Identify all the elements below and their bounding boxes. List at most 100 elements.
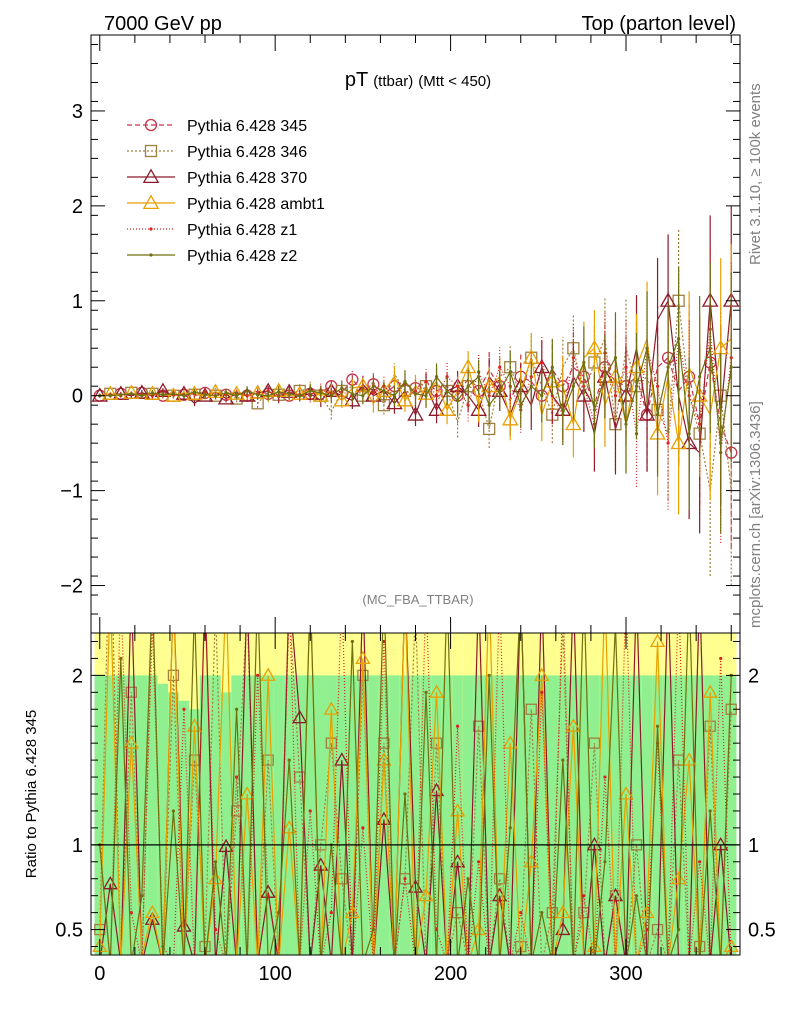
ratio-data-point [713,837,729,851]
band-inner [304,675,316,955]
band-inner [273,675,284,955]
data-point [140,394,144,398]
legend-item: Pythia 6.428 346 [127,144,307,161]
legend-item: Pythia 6.428 z1 [127,222,297,239]
ratio-data-point [603,860,607,864]
ratio-data-point [323,701,339,715]
data-point [477,375,481,379]
title-sub: (ttbar) [373,73,413,90]
ratio-data-point [708,809,712,813]
ratio-data-layer [92,633,739,955]
data-point [129,392,133,396]
ratio-data-point [371,927,376,932]
ratio-data-point [266,894,270,898]
ratio-y-tick-label-right: 2 [748,665,759,687]
band-inner [357,675,369,955]
ratio-data-point [698,860,702,864]
data-point [624,422,628,426]
legend-label: Pythia 6.428 z1 [187,222,297,239]
ratio-data-point [287,758,291,762]
band-inner [673,675,684,955]
band-inner [473,675,484,955]
ratio-data-point [670,870,687,885]
ratio-y-tick-label-right: 1 [748,835,759,857]
legend-item: Pythia 6.428 z2 [127,248,297,265]
band-inner [641,675,653,955]
ratio-data-point [702,684,718,698]
ratio-data-point [239,786,255,800]
data-point [455,398,460,403]
ratio-data-point [213,927,218,932]
ratio-data-point [292,709,308,724]
data-point [277,390,281,394]
x-tick-label: 0 [94,963,105,985]
data-point [466,384,470,388]
ratio-data-point [477,860,481,864]
ratio-data-point [125,686,137,698]
band-inner [431,675,442,955]
ratio-y-tick-label: 1 [72,835,83,857]
ratio-data-point [329,911,333,915]
band-inner [578,675,590,955]
data-point [498,365,502,369]
ratio-data-point [428,684,445,698]
ratio-ticks: 0.5 0.5 1 1 2 2 [55,633,776,955]
ratio-data-point [639,904,655,919]
ratio-ylabel: Ratio to Pythia 6.428 345 [23,710,40,878]
ratio-data-point [171,809,176,813]
ratio-data-point [336,873,348,885]
band-inner [462,675,474,955]
band-inner [547,675,558,955]
band-inner [336,675,348,955]
data-point [396,391,414,407]
ratio-data-point [218,838,234,853]
ratio-data-point [234,707,239,711]
x-tick-label: 100 [258,963,291,985]
ratio-y-tick-label-right: 0.5 [748,920,776,942]
ratio-data-point [234,775,239,779]
ratio-data-point [144,911,161,925]
mcplots-label: mcplots.cern.ch [arXiv:1306.3436] [747,401,764,628]
band-inner [389,675,400,955]
ratio-data-point [540,690,544,694]
title-cut: (Mtt < 450) [418,73,491,90]
data-point [312,387,330,402]
data-point [386,394,403,410]
data-point [112,385,130,400]
ratio-series-line [100,633,732,955]
data-point [192,390,197,394]
data-point [203,393,207,397]
ratio-data-point [607,887,624,902]
ratio-data-point [455,724,460,728]
band-inner [662,675,674,955]
band-inner [105,675,116,955]
y-tick-label: 0 [72,386,83,408]
band-inner [410,675,421,955]
band-inner [115,675,127,955]
data-point [666,441,670,445]
ratio-data-point [213,860,218,864]
band-inner [157,683,169,955]
data-point [102,385,119,400]
y-tick-label: 3 [72,101,83,123]
data-point [424,379,428,384]
data-point [213,394,218,398]
legend-label: Pythia 6.428 ambt1 [187,196,325,213]
y-tick-label: −2 [60,576,83,598]
ratio-data-point [182,707,186,711]
ratio-data-point [308,809,312,813]
band-inner [126,675,137,955]
ratio-data-point [334,752,350,766]
ratio-data-point [123,735,139,749]
band-inner [715,675,726,955]
ratio-data-point [277,911,281,915]
legend-marker [149,253,153,257]
band-inner [589,675,600,955]
ratio-data-point [466,877,470,881]
data-point [333,391,351,407]
data-point [634,384,639,388]
ratio-data-point [719,656,723,661]
ratio-panel: 0.5 0.5 1 1 2 2 Ratio to Pythia 6.428 345 [23,632,776,956]
ratio-data-point [424,690,428,694]
data-point [434,375,439,379]
